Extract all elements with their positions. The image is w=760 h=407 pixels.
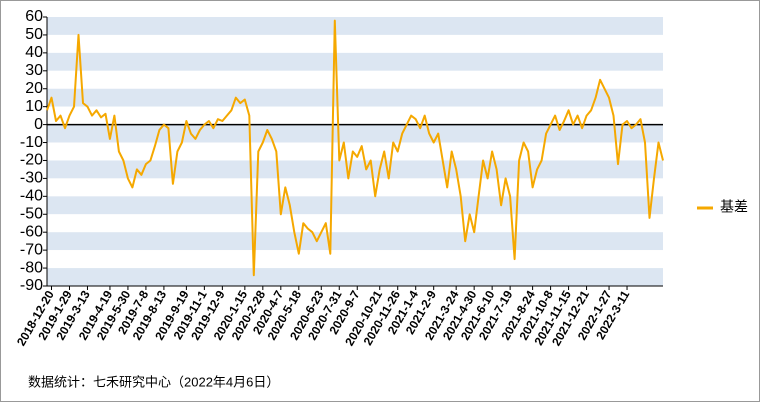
y-tick-label: 60	[25, 8, 43, 25]
y-tick-label: -10	[20, 134, 43, 151]
y-tick-label: -50	[20, 205, 43, 222]
grid-band	[47, 106, 663, 125]
y-tick-label: -20	[20, 152, 43, 169]
y-tick-label: 40	[25, 44, 43, 61]
y-tick-label: -60	[20, 223, 43, 240]
grid-band	[47, 142, 663, 161]
y-tick-label: 50	[25, 26, 43, 43]
y-tick-label: -90	[20, 277, 43, 294]
y-tick-label: -80	[20, 259, 43, 276]
grid-band	[47, 34, 663, 53]
y-tick-label: 30	[25, 62, 43, 79]
y-tick-label: 20	[25, 80, 43, 97]
grid-band	[47, 160, 663, 179]
grid-band	[47, 232, 663, 251]
grid-band	[47, 52, 663, 71]
data-line	[46, 19, 664, 277]
y-tick-label: 10	[25, 98, 43, 115]
grid-band	[47, 88, 663, 107]
y-tick-label: -70	[20, 241, 43, 258]
y-tick-label: -30	[20, 170, 43, 187]
legend-label: 基差	[720, 199, 748, 215]
source-note: 数据统计：七禾研究中心（2022年4月6日）	[28, 374, 279, 389]
grid-band	[47, 178, 663, 197]
grid-band	[47, 17, 663, 35]
grid-band	[47, 268, 663, 286]
grid-band	[47, 124, 663, 143]
grid-band	[47, 250, 663, 269]
y-tick-label: -40	[20, 188, 43, 205]
grid-band	[47, 70, 663, 89]
grid-band	[47, 214, 663, 233]
y-tick-label: 0	[34, 116, 43, 133]
grid-band	[47, 196, 663, 215]
